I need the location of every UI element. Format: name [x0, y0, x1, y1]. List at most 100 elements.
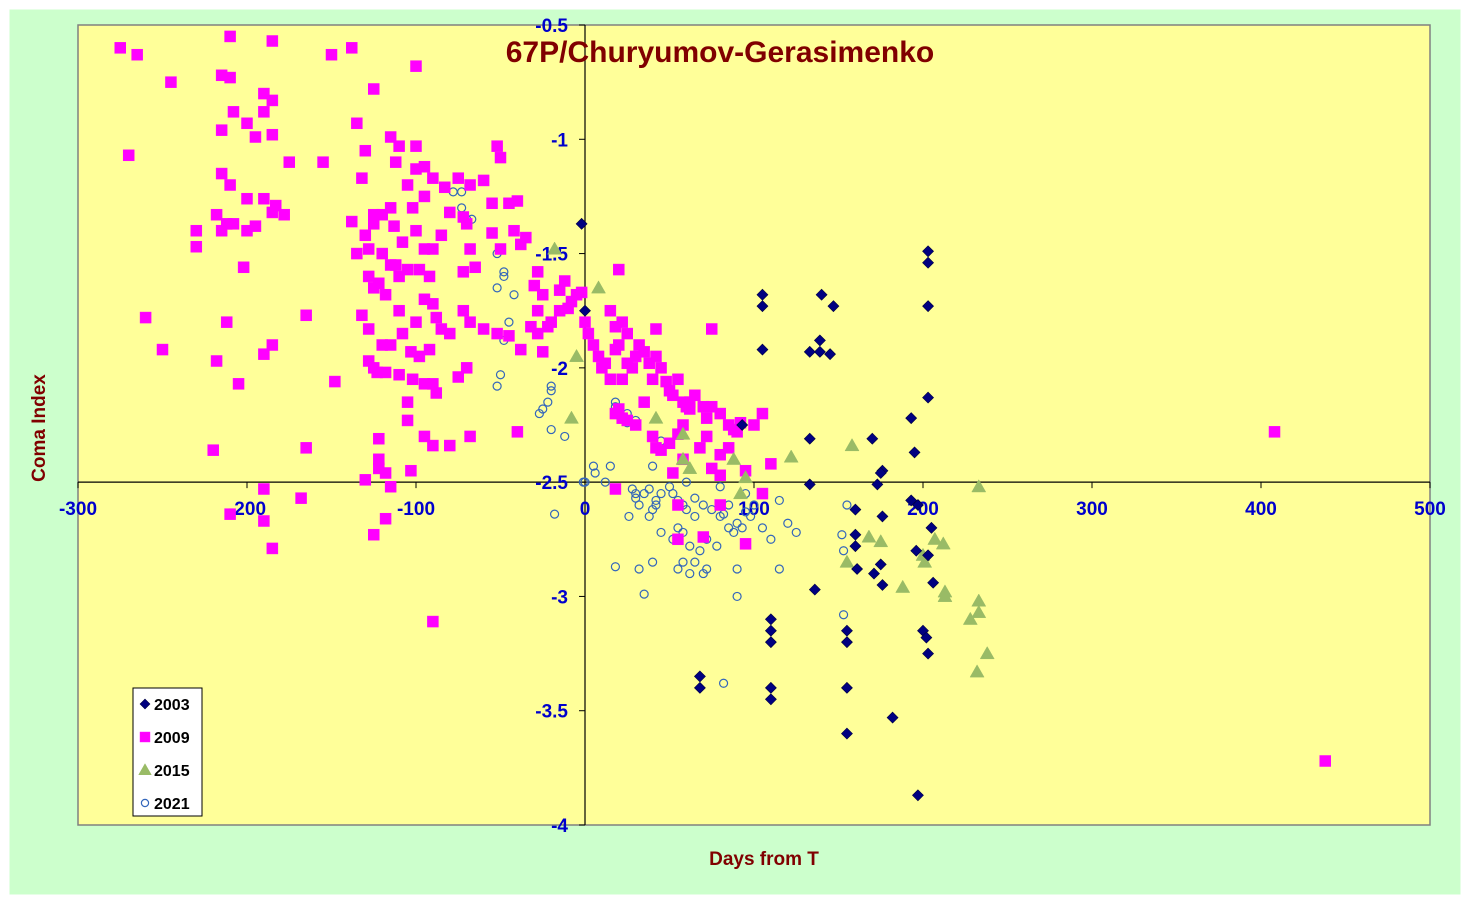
data-point-2009 [444, 439, 456, 452]
data-point-2009 [731, 426, 743, 438]
data-point-2003 [874, 467, 887, 479]
data-point-2003 [803, 432, 816, 445]
legend-label-2009: 2009 [154, 730, 190, 747]
data-point-2009 [389, 259, 402, 271]
legend-marker-2003 [139, 698, 151, 710]
data-point-2015 [738, 470, 753, 484]
data-point-2009 [325, 48, 338, 61]
data-point-2009 [604, 304, 617, 317]
data-point-2021 [685, 568, 695, 579]
data-point-2021 [746, 511, 756, 522]
data-point-2015 [648, 410, 664, 424]
data-point-2009 [418, 190, 431, 203]
series-2015 [547, 241, 995, 678]
data-point-2009 [438, 181, 451, 194]
data-point-2009 [401, 414, 414, 427]
data-point-2009 [700, 430, 713, 443]
data-point-2003 [866, 432, 879, 445]
data-point-2021 [678, 557, 688, 567]
data-point-2009 [368, 528, 380, 541]
data-point-2003 [693, 670, 706, 683]
data-point-2009 [393, 140, 405, 152]
data-point-2009 [368, 282, 380, 294]
data-point-2021 [499, 267, 509, 277]
data-point-2009 [362, 270, 375, 283]
data-point-2009 [525, 320, 537, 333]
data-point-2021 [838, 610, 849, 620]
data-point-2009 [351, 247, 363, 260]
data-point-2009 [765, 458, 777, 470]
x-tick-label: 400 [1245, 499, 1277, 520]
data-point-2003 [851, 563, 864, 575]
data-point-2021 [783, 518, 793, 528]
data-point-2009 [613, 263, 625, 276]
data-point-2009 [613, 339, 625, 351]
y-tick-label: -1.5 [535, 245, 568, 266]
data-point-2009 [722, 442, 735, 454]
data-point-2015 [969, 664, 985, 678]
data-point-2021 [656, 527, 666, 538]
data-point-2003 [886, 711, 899, 724]
data-point-2009 [410, 140, 422, 152]
data-point-2009 [258, 348, 270, 360]
data-point-2009 [694, 442, 706, 454]
data-point-2021 [712, 541, 722, 551]
data-point-2009 [224, 179, 236, 191]
data-point-2009 [444, 206, 456, 219]
data-point-2009 [410, 224, 422, 237]
data-point-2009 [609, 483, 622, 495]
data-point-2009 [227, 218, 240, 230]
data-point-2003 [764, 613, 777, 626]
data-point-2009 [494, 243, 507, 255]
data-point-2009 [672, 533, 684, 546]
data-point-2009 [464, 179, 476, 191]
data-point-2009 [491, 327, 503, 340]
data-point-2009 [384, 480, 397, 493]
data-point-2015 [962, 611, 978, 625]
data-point-2009 [464, 243, 476, 255]
data-point-2009 [655, 444, 667, 456]
data-point-2009 [427, 172, 439, 184]
data-point-2009 [190, 224, 203, 237]
data-point-2009 [537, 346, 549, 358]
data-point-2021 [509, 290, 519, 300]
data-point-2009 [418, 430, 431, 443]
data-point-2009 [249, 131, 262, 143]
x-tick-label: -100 [397, 499, 435, 520]
data-point-2003 [756, 288, 769, 301]
data-point-2009 [1268, 426, 1281, 438]
x-axis-title: Days from T [709, 849, 819, 870]
data-point-2021 [457, 187, 467, 197]
data-point-2009 [401, 179, 414, 191]
data-point-2015 [873, 534, 889, 548]
data-point-2009 [401, 263, 414, 276]
data-point-2003 [868, 567, 880, 580]
data-point-2009 [396, 327, 409, 340]
data-point-2009 [190, 240, 203, 253]
data-point-2009 [520, 231, 532, 244]
data-point-2003 [764, 636, 777, 649]
data-point-2021 [549, 509, 560, 519]
data-point-2021 [560, 431, 570, 442]
data-point-2021 [605, 461, 615, 471]
data-point-2009 [714, 407, 726, 420]
data-point-2009 [553, 284, 566, 296]
data-point-2009 [423, 270, 436, 283]
data-point-2009 [300, 442, 312, 454]
data-point-2009 [444, 327, 456, 340]
data-point-2009 [114, 42, 126, 54]
data-point-2015 [971, 604, 987, 618]
data-point-2009 [379, 512, 392, 525]
data-point-2009 [356, 309, 368, 322]
data-point-2003 [827, 300, 840, 313]
data-point-2009 [384, 131, 397, 143]
data-point-2009 [667, 389, 679, 402]
data-point-2021 [588, 461, 599, 471]
data-point-2009 [756, 407, 769, 420]
y-tick-label: -3 [551, 587, 568, 608]
data-point-2009 [215, 224, 228, 237]
data-point-2015 [927, 531, 943, 545]
data-point-2009 [368, 218, 380, 230]
data-point-2015 [937, 588, 953, 602]
legend-label-2003: 2003 [154, 697, 190, 714]
